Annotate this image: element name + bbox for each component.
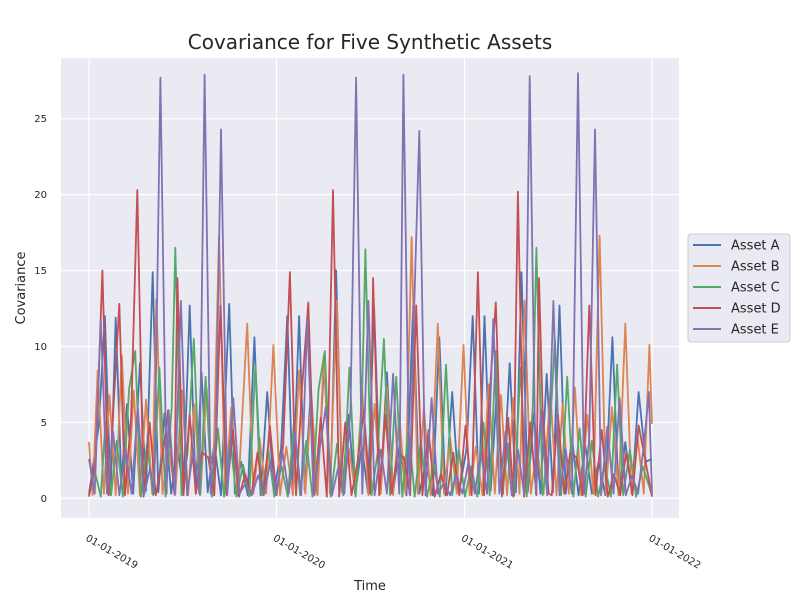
y-tick-label: 20 xyxy=(34,190,47,201)
legend-label: Asset C xyxy=(731,281,780,296)
x-tick-label: 01-01-2019 xyxy=(84,533,140,572)
series-line-4 xyxy=(88,189,653,498)
x-axis-label: Time xyxy=(353,579,386,594)
x-axis: 01-01-2019 01-01-2020 01-01-2021 01-01-2022 xyxy=(84,533,703,572)
legend-label: Asset A xyxy=(731,239,780,254)
series-lines xyxy=(88,72,653,498)
y-tick-label: 10 xyxy=(34,342,47,353)
y-tick-label: 25 xyxy=(34,114,47,125)
y-tick-label: 15 xyxy=(34,266,47,277)
y-tick-label: 0 xyxy=(41,494,47,505)
y-tick-label: 5 xyxy=(41,418,47,429)
y-axis-label: Covariance xyxy=(14,252,29,325)
legend-label: Asset E xyxy=(731,323,779,338)
x-tick-label: 01-01-2021 xyxy=(459,533,515,572)
legend-box xyxy=(687,233,791,343)
x-tick-label: 01-01-2020 xyxy=(271,533,327,572)
x-tick-label: 01-01-2022 xyxy=(647,533,703,572)
series-line-5 xyxy=(88,72,653,497)
y-axis: 0 5 10 15 20 25 xyxy=(34,114,47,505)
chart-title: Covariance for Five Synthetic Assets xyxy=(188,30,553,54)
legend-label: Asset B xyxy=(731,260,780,275)
legend-label: Asset D xyxy=(731,302,781,317)
legend: Asset A Asset B Asset C Asset D Asset E xyxy=(687,233,791,343)
